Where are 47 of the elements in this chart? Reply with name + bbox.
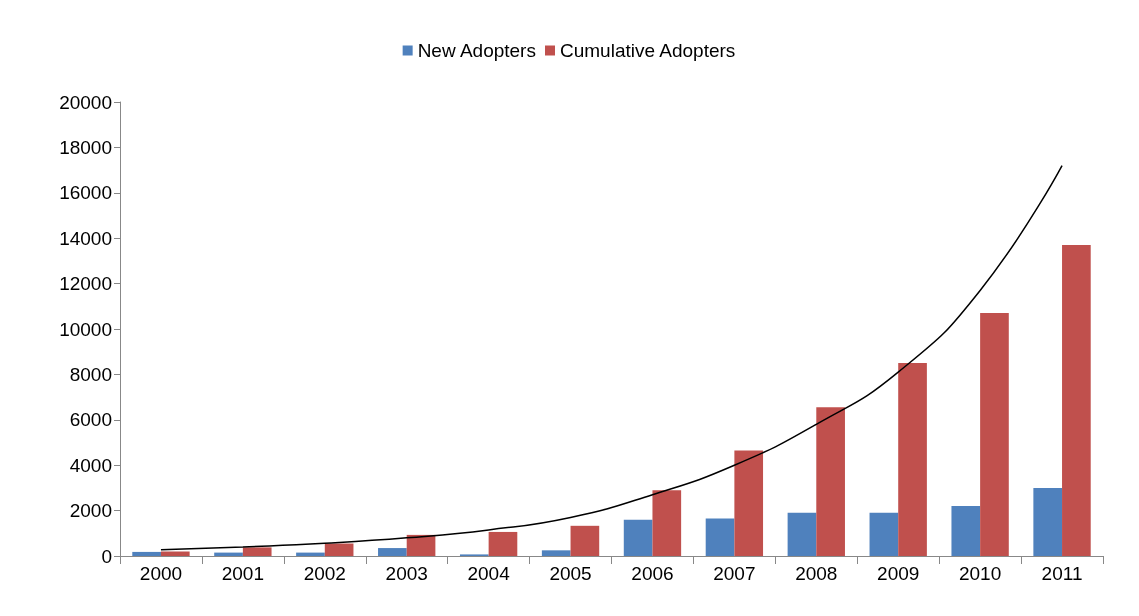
y-tick-label: 10000	[59, 318, 112, 340]
bar	[705, 518, 735, 556]
x-tick-label: 2006	[631, 563, 674, 584]
y-tick-label: 14000	[59, 227, 112, 249]
bar	[787, 512, 817, 556]
x-tick-label: 2010	[958, 563, 1002, 584]
x-tick-label: 2011	[1041, 563, 1083, 584]
bar	[980, 313, 1009, 556]
y-tick-label: 0	[101, 545, 112, 567]
bar	[378, 548, 407, 556]
bar	[869, 512, 899, 556]
line-series	[160, 164, 1063, 551]
bar	[406, 534, 436, 556]
bar	[324, 543, 354, 556]
x-tick-label: 2002	[303, 563, 346, 584]
y-tick-label: 18000	[59, 136, 112, 158]
y-tick-label: 6000	[69, 409, 112, 431]
x-tick-label: 2004	[467, 563, 511, 584]
bar	[623, 519, 653, 556]
x-tick-label: 2009	[877, 563, 920, 584]
bar	[160, 551, 190, 556]
x-tick-label: 2008	[795, 563, 838, 584]
bar	[1033, 487, 1063, 556]
y-tick-label: 16000	[59, 182, 112, 204]
y-tick-label: 12000	[59, 273, 112, 295]
bar	[951, 506, 981, 556]
x-tick-label: 2000	[139, 563, 183, 584]
bar	[652, 490, 682, 556]
bar	[734, 450, 764, 556]
x-tick-label: 2003	[385, 563, 428, 584]
y-tick-label: 8000	[69, 363, 112, 385]
legend-label: Cumulative Adopters	[559, 40, 736, 61]
x-tick-label: 2005	[549, 563, 592, 584]
bar	[488, 531, 518, 556]
bar	[570, 525, 600, 556]
bar	[816, 407, 845, 556]
x-tick-label: 2007	[713, 563, 756, 584]
y-tick-label: 20000	[59, 91, 112, 113]
bar	[1062, 245, 1091, 556]
bar	[898, 363, 927, 556]
bar	[242, 547, 272, 556]
x-tick-label: 2001	[221, 563, 265, 584]
y-tick-label: 4000	[69, 454, 112, 476]
legend-label: New Adopters	[417, 40, 536, 61]
bar	[541, 550, 571, 556]
bar	[132, 551, 161, 556]
y-tick-label: 2000	[69, 500, 112, 522]
